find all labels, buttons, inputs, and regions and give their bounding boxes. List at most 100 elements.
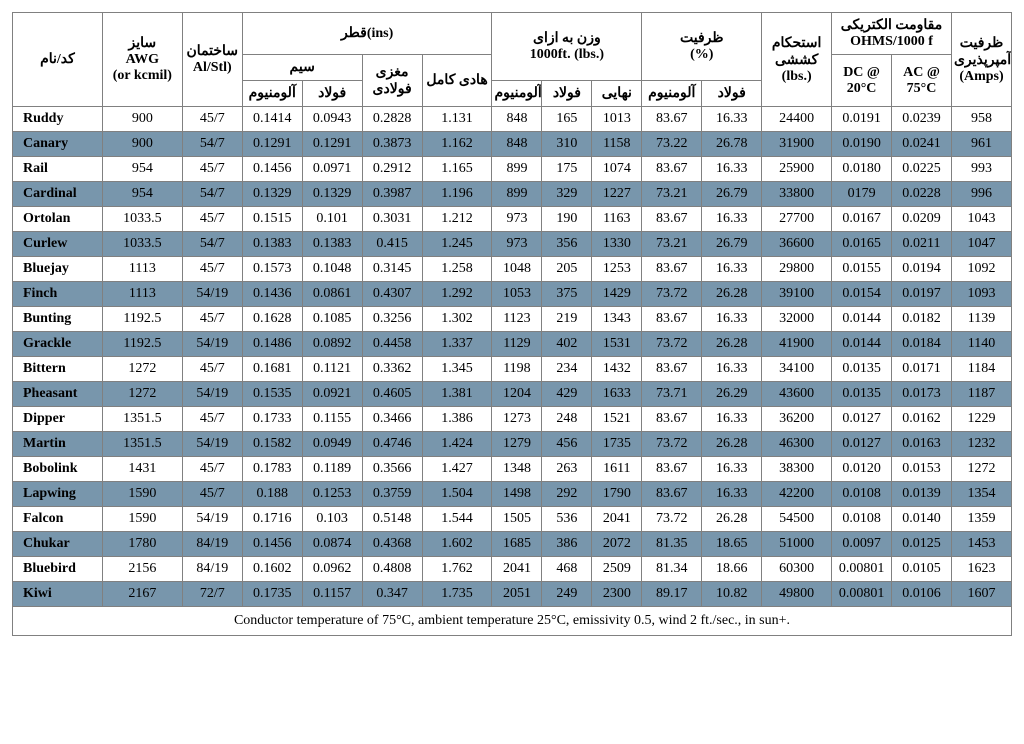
rg-l1: مقاومت الکتریکی bbox=[834, 17, 949, 34]
cell-amp: 1093 bbox=[951, 282, 1011, 307]
cell-w_st: 386 bbox=[542, 532, 592, 557]
cell-name: Rail bbox=[13, 157, 103, 182]
cell-w_tot: 1611 bbox=[592, 457, 642, 482]
cell-r_dc: 0.0190 bbox=[832, 132, 892, 157]
cell-d_cond: 1.386 bbox=[422, 407, 492, 432]
cell-r_ac: 0.0182 bbox=[892, 307, 952, 332]
col-content-al: آلومنیوم bbox=[642, 81, 702, 107]
cell-d_st: 0.0962 bbox=[302, 557, 362, 582]
col-diameter-group: قطر(ins) bbox=[242, 13, 492, 55]
cell-str: 46300 bbox=[762, 432, 832, 457]
cell-d_al: 0.188 bbox=[242, 482, 302, 507]
cell-r_ac: 0.0209 bbox=[892, 207, 952, 232]
cell-c_st: 26.28 bbox=[702, 507, 762, 532]
amp-l3: (Amps) bbox=[954, 69, 1009, 85]
cell-d_core: 0.3466 bbox=[362, 407, 422, 432]
cell-r_ac: 0.0194 bbox=[892, 257, 952, 282]
table-row: Martin1351.554/190.15820.09490.47461.424… bbox=[13, 432, 1012, 457]
cell-d_al: 0.1414 bbox=[242, 107, 302, 132]
core-l1: مغزی bbox=[365, 64, 420, 81]
col-weight-total: نهایی bbox=[592, 81, 642, 107]
cell-c_st: 26.29 bbox=[702, 382, 762, 407]
conductor-spec-table: کد/نام سایز AWG (or kcmil) ساختمان Al/St… bbox=[12, 12, 1012, 636]
cell-d_core: 0.4458 bbox=[362, 332, 422, 357]
cell-w_tot: 1158 bbox=[592, 132, 642, 157]
cell-d_cond: 1.424 bbox=[422, 432, 492, 457]
dc-l2: 20°C bbox=[834, 81, 889, 97]
cell-const: 84/19 bbox=[182, 532, 242, 557]
cell-d_al: 0.1486 bbox=[242, 332, 302, 357]
cell-r_dc: 0.0108 bbox=[832, 482, 892, 507]
cell-c_st: 26.79 bbox=[702, 232, 762, 257]
cell-const: 45/7 bbox=[182, 207, 242, 232]
cell-amp: 1453 bbox=[951, 532, 1011, 557]
table-row: Canary90054/70.12910.12910.38731.1628483… bbox=[13, 132, 1012, 157]
cell-c_st: 16.33 bbox=[702, 482, 762, 507]
cell-w_al: 973 bbox=[492, 207, 542, 232]
wg-l1: وزن به ازای bbox=[494, 30, 639, 47]
cell-w_st: 190 bbox=[542, 207, 592, 232]
cell-name: Dipper bbox=[13, 407, 103, 432]
cell-d_cond: 1.131 bbox=[422, 107, 492, 132]
cell-d_core: 0.2828 bbox=[362, 107, 422, 132]
cell-d_al: 0.1383 bbox=[242, 232, 302, 257]
cell-d_al: 0.1716 bbox=[242, 507, 302, 532]
cell-w_tot: 1074 bbox=[592, 157, 642, 182]
cell-d_st: 0.1121 bbox=[302, 357, 362, 382]
cell-awg: 900 bbox=[102, 132, 182, 157]
cell-name: Curlew bbox=[13, 232, 103, 257]
cell-const: 45/7 bbox=[182, 157, 242, 182]
cell-w_st: 263 bbox=[542, 457, 592, 482]
cell-w_al: 1123 bbox=[492, 307, 542, 332]
cell-w_al: 1685 bbox=[492, 532, 542, 557]
cell-c_al: 83.67 bbox=[642, 107, 702, 132]
cell-d_cond: 1.337 bbox=[422, 332, 492, 357]
cell-w_st: 205 bbox=[542, 257, 592, 282]
cell-c_al: 73.21 bbox=[642, 232, 702, 257]
cell-awg: 1192.5 bbox=[102, 332, 182, 357]
col-weight-group: وزن به ازای 1000ft. (lbs.) bbox=[492, 13, 642, 81]
cell-w_st: 456 bbox=[542, 432, 592, 457]
core-l2: فولادی bbox=[365, 81, 420, 98]
table-row: Bunting1192.545/70.16280.10850.32561.302… bbox=[13, 307, 1012, 332]
col-resistance-group: مقاومت الکتریکی OHMS/1000 f bbox=[832, 13, 952, 55]
table-row: Finch111354/190.14360.08610.43071.292105… bbox=[13, 282, 1012, 307]
cell-w_tot: 1790 bbox=[592, 482, 642, 507]
cell-r_ac: 0.0139 bbox=[892, 482, 952, 507]
cell-w_st: 402 bbox=[542, 332, 592, 357]
cell-w_al: 1204 bbox=[492, 382, 542, 407]
cell-d_cond: 1.258 bbox=[422, 257, 492, 282]
cell-name: Canary bbox=[13, 132, 103, 157]
cell-awg: 1431 bbox=[102, 457, 182, 482]
cell-str: 34100 bbox=[762, 357, 832, 382]
const-l1: ساختمان bbox=[185, 43, 240, 60]
cell-name: Chukar bbox=[13, 532, 103, 557]
table-row: Rail95445/70.14560.09710.29121.165899175… bbox=[13, 157, 1012, 182]
col-ampacity: ظرفیت آمپرپذیری (Amps) bbox=[951, 13, 1011, 107]
col-diam-st: فولاد bbox=[302, 81, 362, 107]
awg-l2: AWG bbox=[105, 52, 180, 68]
cell-d_core: 0.3873 bbox=[362, 132, 422, 157]
cell-amp: 1232 bbox=[951, 432, 1011, 457]
table-row: Bluejay111345/70.15730.10480.31451.25810… bbox=[13, 257, 1012, 282]
cell-c_al: 81.35 bbox=[642, 532, 702, 557]
cell-c_al: 83.67 bbox=[642, 457, 702, 482]
cell-w_st: 234 bbox=[542, 357, 592, 382]
table-row: Kiwi216772/70.17350.11570.3471.735205124… bbox=[13, 582, 1012, 607]
cell-r_dc: 0.0120 bbox=[832, 457, 892, 482]
table-row: Cardinal95454/70.13290.13290.39871.19689… bbox=[13, 182, 1012, 207]
cell-d_cond: 1.381 bbox=[422, 382, 492, 407]
cell-w_st: 375 bbox=[542, 282, 592, 307]
cell-const: 54/19 bbox=[182, 382, 242, 407]
table-row: Lapwing159045/70.1880.12530.37591.504149… bbox=[13, 482, 1012, 507]
cell-d_core: 0.3256 bbox=[362, 307, 422, 332]
cell-const: 45/7 bbox=[182, 482, 242, 507]
cell-amp: 1140 bbox=[951, 332, 1011, 357]
cell-w_st: 175 bbox=[542, 157, 592, 182]
cell-w_st: 468 bbox=[542, 557, 592, 582]
cell-d_st: 0.1329 bbox=[302, 182, 362, 207]
cell-d_cond: 1.544 bbox=[422, 507, 492, 532]
cell-name: Bluejay bbox=[13, 257, 103, 282]
cell-d_st: 0.0949 bbox=[302, 432, 362, 457]
cell-c_st: 16.33 bbox=[702, 157, 762, 182]
